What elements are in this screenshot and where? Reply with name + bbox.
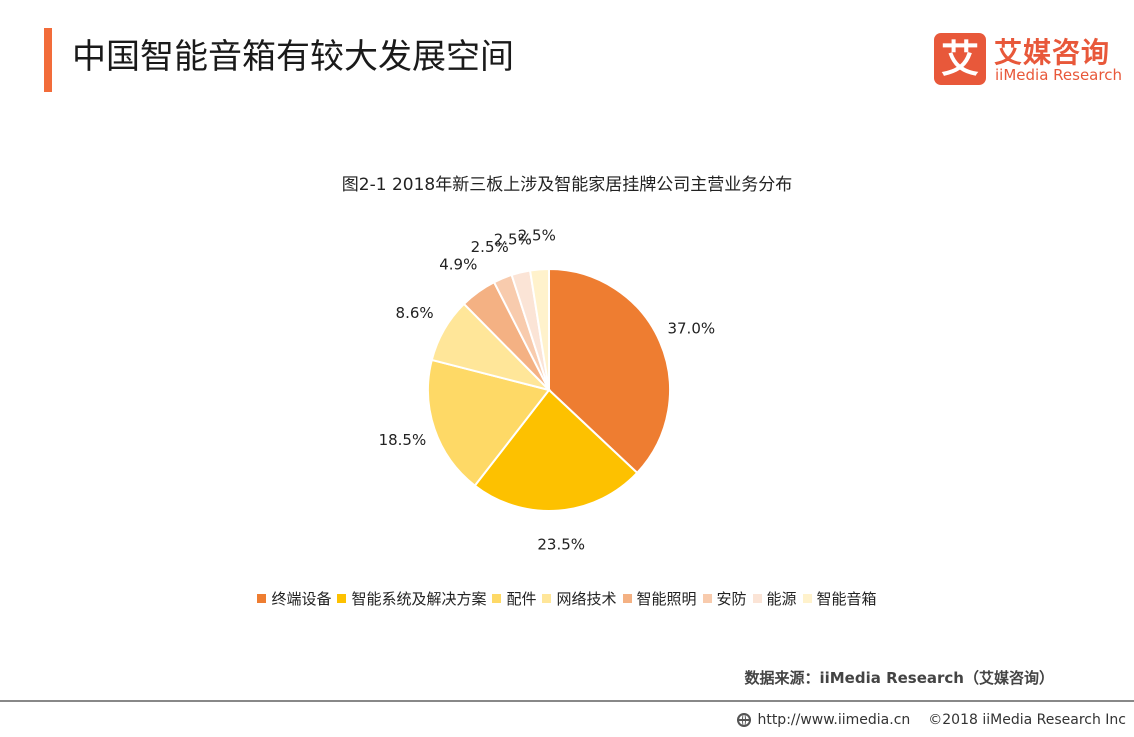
- footer: http://www.iimedia.cn ©2018 iiMedia Resea…: [737, 712, 1126, 728]
- footer-divider: [0, 700, 1134, 702]
- legend-item-3: 配件: [492, 588, 536, 609]
- pie-slice-3: [427, 358, 551, 488]
- pie-label-8: 2.5%: [518, 227, 556, 245]
- legend-item-8: 智能音箱: [802, 588, 877, 609]
- legend-swatch-icon: [752, 594, 762, 603]
- pie-label-3: 18.5%: [379, 431, 427, 449]
- legend-item-7: 能源: [752, 588, 797, 609]
- chart-title: 图2-1 2018年新三板上涉及智能家居挂牌公司主营业务分布: [341, 175, 793, 195]
- legend-label: 安防: [716, 590, 747, 608]
- brand-logo: 艾 艾媒咨询 iiMedia Research: [934, 33, 1124, 85]
- legend-swatch-icon: [702, 594, 712, 603]
- pie-label-1: 37.0%: [667, 319, 715, 337]
- legend-swatch-icon: [622, 594, 632, 603]
- legend-item-4: 网络技术: [542, 588, 617, 609]
- pie-slice-2: [473, 388, 639, 513]
- title-accent-bar: [44, 28, 52, 92]
- legend-swatch-icon: [542, 594, 552, 603]
- pie-label-4: 8.6%: [396, 304, 434, 322]
- legend-item-6: 安防: [702, 588, 747, 609]
- legend-swatch-icon: [257, 594, 267, 603]
- pie-label-2: 23.5%: [537, 536, 585, 554]
- legend-swatch-icon: [492, 594, 502, 603]
- legend-label: 智能照明: [636, 590, 697, 608]
- pie-slice-8: [528, 267, 550, 391]
- legend-label: 能源: [766, 590, 797, 608]
- footer-url[interactable]: http://www.iimedia.cn: [757, 712, 911, 728]
- pie-slice-1: [548, 267, 672, 475]
- pie-label-5: 4.9%: [439, 255, 477, 273]
- logo-english-name: iiMedia Research: [995, 66, 1122, 84]
- legend-swatch-icon: [802, 594, 812, 603]
- legend-item-5: 智能照明: [622, 588, 697, 609]
- logo-mark-icon: 艾: [934, 33, 986, 85]
- page-title: 中国智能音箱有较大发展空间: [72, 37, 514, 77]
- legend-label: 智能音箱: [816, 590, 877, 608]
- chart-legend: 终端设备 智能系统及解决方案 配件 网络技术 智能照明 安防 能源 智能音箱: [0, 588, 1134, 609]
- legend-label: 网络技术: [556, 590, 617, 608]
- footer-copyright: ©2018 iiMedia Research Inc: [928, 712, 1126, 728]
- globe-icon: [737, 713, 752, 727]
- legend-label: 终端设备: [271, 590, 332, 608]
- pie-label-6: 2.5%: [471, 238, 509, 256]
- legend-swatch-icon: [337, 594, 347, 603]
- logo-chinese-name: 艾媒咨询: [994, 36, 1111, 69]
- legend-item-1: 终端设备: [257, 588, 331, 609]
- legend-label: 配件: [506, 590, 537, 608]
- legend-label: 智能系统及解决方案: [351, 590, 487, 608]
- data-source: 数据来源：iiMedia Research（艾媒咨询）: [744, 669, 1054, 687]
- pie-label-7: 2.5%: [494, 230, 532, 248]
- legend-item-2: 智能系统及解决方案: [337, 588, 486, 609]
